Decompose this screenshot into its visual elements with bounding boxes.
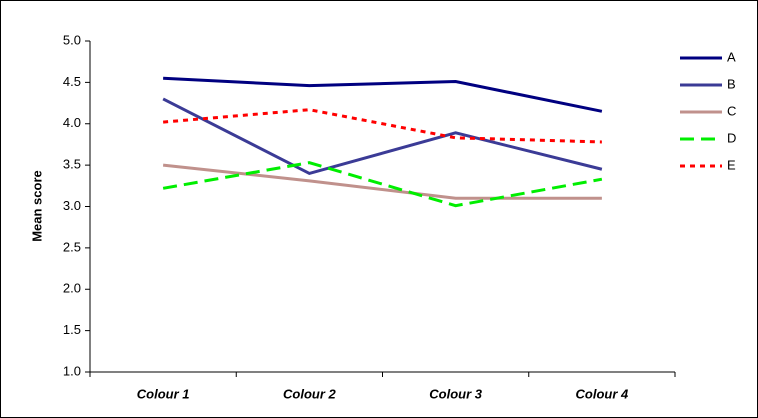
x-tick-label: Colour 4 — [576, 386, 629, 401]
legend-label: D — [727, 130, 736, 145]
y-tick-label: 2.0 — [63, 281, 81, 296]
y-tick-label: 2.5 — [63, 239, 81, 254]
line-series — [162, 108, 602, 144]
legend-label: B — [727, 76, 736, 91]
line-series — [163, 76, 603, 113]
x-tick-label: Colour 3 — [429, 386, 482, 401]
line-series — [162, 97, 603, 176]
legend-label: E — [727, 157, 736, 172]
y-tick-label: 3.5 — [63, 157, 81, 172]
y-tick-label: 4.5 — [63, 74, 81, 89]
y-tick-label: 4.0 — [63, 115, 81, 130]
legend-label: A — [727, 49, 736, 64]
legend-label: C — [727, 103, 736, 118]
y-tick-label: 3.0 — [63, 198, 81, 213]
y-tick-label: 1.0 — [63, 363, 81, 378]
y-axis-label: Mean score — [29, 170, 44, 242]
line-series — [162, 161, 603, 208]
line-series — [162, 163, 602, 200]
x-tick-label: Colour 2 — [283, 386, 336, 401]
y-tick-label: 1.5 — [63, 322, 81, 337]
x-tick-label: Colour 1 — [137, 386, 190, 401]
y-tick-label: 5.0 — [63, 32, 81, 47]
